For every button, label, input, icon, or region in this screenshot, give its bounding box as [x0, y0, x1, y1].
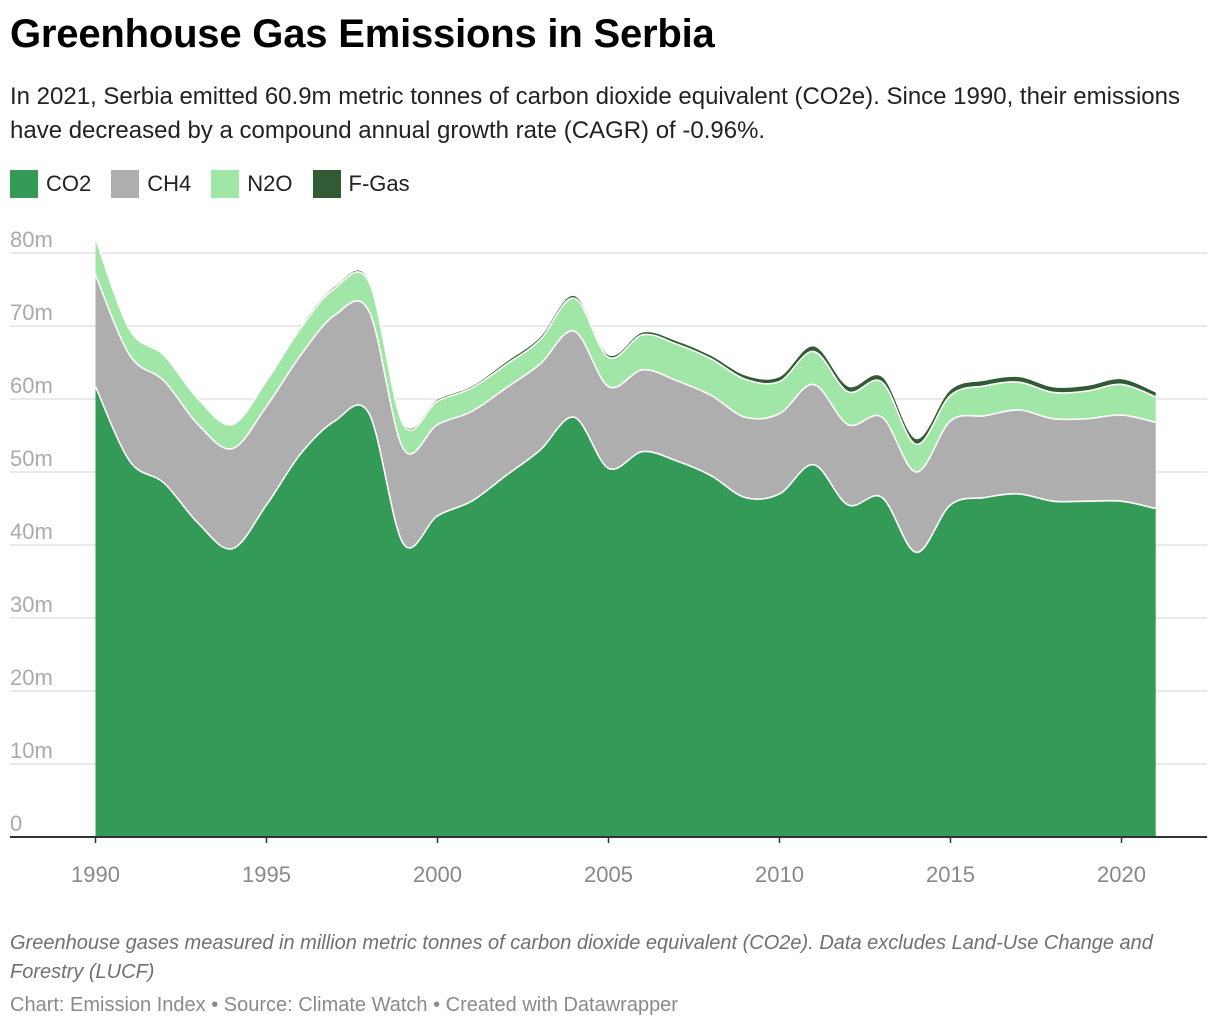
- y-tick-label: 0: [10, 811, 22, 836]
- y-axis-ticks: 0 10m 20m 30m 40m 50m 60m 70m 80m: [10, 227, 53, 836]
- area-f-gas: [95, 238, 1156, 445]
- legend: CO2 CH4 N2O F-Gas: [10, 170, 430, 198]
- area-chart: 0 10m 20m 30m 40m 50m 60m 70m 80m 1990 1995 2000 20…: [10, 227, 1207, 887]
- y-tick-label: 70m: [10, 300, 53, 325]
- x-tick-label: 2000: [413, 862, 462, 887]
- y-tick-label: 60m: [10, 373, 53, 398]
- y-tick-label: 10m: [10, 738, 53, 763]
- x-tick-label: 2010: [755, 862, 804, 887]
- legend-item-ch4: CH4: [111, 170, 191, 198]
- legend-swatch-n2o: [211, 170, 240, 198]
- area-co2: [95, 386, 1156, 837]
- x-tick-label: 1995: [242, 862, 291, 887]
- chart-title: Greenhouse Gas Emissions in Serbia: [10, 12, 715, 56]
- legend-swatch-ch4: [111, 170, 140, 198]
- y-tick-label: 40m: [10, 519, 53, 544]
- chart-subtitle: In 2021, Serbia emitted 60.9m metric ton…: [10, 83, 1180, 144]
- x-tick-label: 2015: [926, 862, 975, 887]
- y-tick-label: 20m: [10, 665, 53, 690]
- x-tick-label: 2020: [1097, 862, 1146, 887]
- series-boundary: [94, 238, 1156, 446]
- legend-swatch-fgas: [312, 170, 341, 198]
- x-tick-label: 2005: [584, 862, 633, 887]
- x-axis: 1990 1995 2000 2005 2010 2015 2020: [10, 836, 1207, 887]
- legend-swatch-co2: [10, 170, 38, 198]
- y-tick-label: 80m: [10, 227, 53, 252]
- area-n2o: [95, 238, 1156, 473]
- legend-label-co2: CO2: [46, 171, 92, 196]
- series-boundary: [94, 386, 1156, 554]
- area-ch4: [95, 274, 1156, 553]
- legend-item-n2o: N2O: [211, 170, 293, 198]
- chart-credit: Chart: Emission Index • Source: Climate …: [10, 994, 678, 1016]
- stacked-areas: [94, 238, 1156, 837]
- legend-label-n2o: N2O: [247, 171, 293, 196]
- legend-label-ch4: CH4: [147, 171, 192, 196]
- legend-label-fgas: F-Gas: [348, 171, 410, 196]
- legend-item-fgas: F-Gas: [312, 170, 410, 198]
- x-tick-label: 1990: [71, 862, 120, 887]
- legend-item-co2: CO2: [10, 170, 91, 198]
- series-boundary: [94, 274, 1156, 473]
- chart-notes: Greenhouse gases measured in million met…: [10, 932, 1153, 983]
- y-tick-label: 50m: [10, 446, 53, 471]
- y-tick-label: 30m: [10, 592, 53, 617]
